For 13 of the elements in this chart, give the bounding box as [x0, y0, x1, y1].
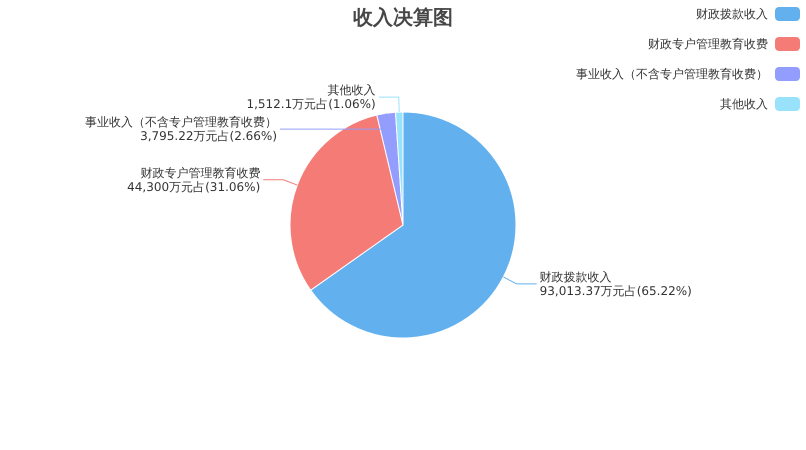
legend-label: 财政拨款收入 — [696, 7, 768, 21]
slice-label: 财政拨款收入 — [540, 270, 612, 284]
slice-label: 事业收入（不含专户管理教育收费） — [85, 115, 277, 130]
legend-label: 其他收入 — [720, 97, 768, 111]
data-label: 93,013.37万元占(65.22%) — [540, 284, 692, 298]
slice-label: 其他收入 — [328, 83, 376, 98]
data-label: 1,512.1万元占(1.06%) — [246, 97, 376, 112]
data-label: 3,795.22万元占(2.66%) — [140, 129, 277, 144]
slice-label: 财政专户管理教育收费 — [140, 166, 260, 180]
chart-title: 收入决算图 — [353, 5, 453, 29]
data-label: 44,300万元占(31.06%) — [127, 180, 260, 194]
legend-label: 财政专户管理教育收费 — [648, 37, 768, 51]
legend-label: 事业收入（不含专户管理教育收费） — [576, 67, 768, 81]
